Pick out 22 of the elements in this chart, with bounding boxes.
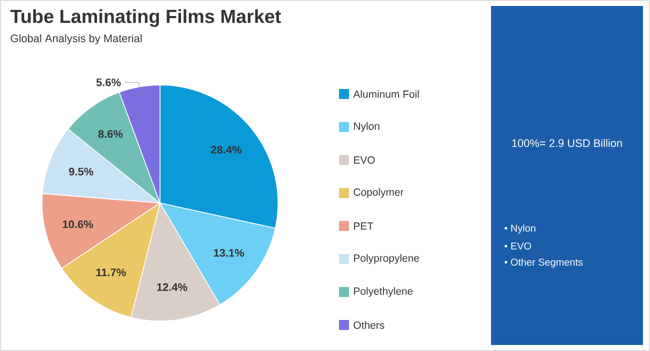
- legend-label: Aluminum Foil: [353, 90, 419, 98]
- legend-label: EVO: [354, 156, 375, 164]
- chart-subtitle: Global Analysis by Material: [10, 34, 142, 44]
- data-label: 8.6%: [98, 130, 123, 138]
- data-label: 13.1%: [214, 248, 244, 257]
- legend-label: Others: [354, 321, 384, 329]
- data-label: 12.4%: [157, 283, 188, 291]
- legend-label: Nylon: [354, 122, 380, 132]
- data-label: 5.6%: [96, 78, 121, 86]
- legend-label: Copolymer: [354, 188, 404, 198]
- data-label: 9.5%: [68, 168, 94, 176]
- data-label: 28.4%: [211, 146, 242, 154]
- text: 100%= 2.9 USD Billion: [512, 138, 622, 148]
- data-label: 11.7%: [96, 268, 126, 276]
- text: • Nylon: [504, 224, 536, 234]
- text: • Other Segments: [504, 258, 583, 268]
- text: • EVO: [504, 242, 532, 250]
- legend-label: Polyethylene: [354, 287, 413, 297]
- legend-label: PET: [354, 222, 374, 230]
- chart-title: Tube Laminating Films Market: [10, 9, 281, 27]
- legend-label: Polypropylene: [354, 254, 420, 264]
- data-label: 10.6%: [62, 220, 93, 228]
